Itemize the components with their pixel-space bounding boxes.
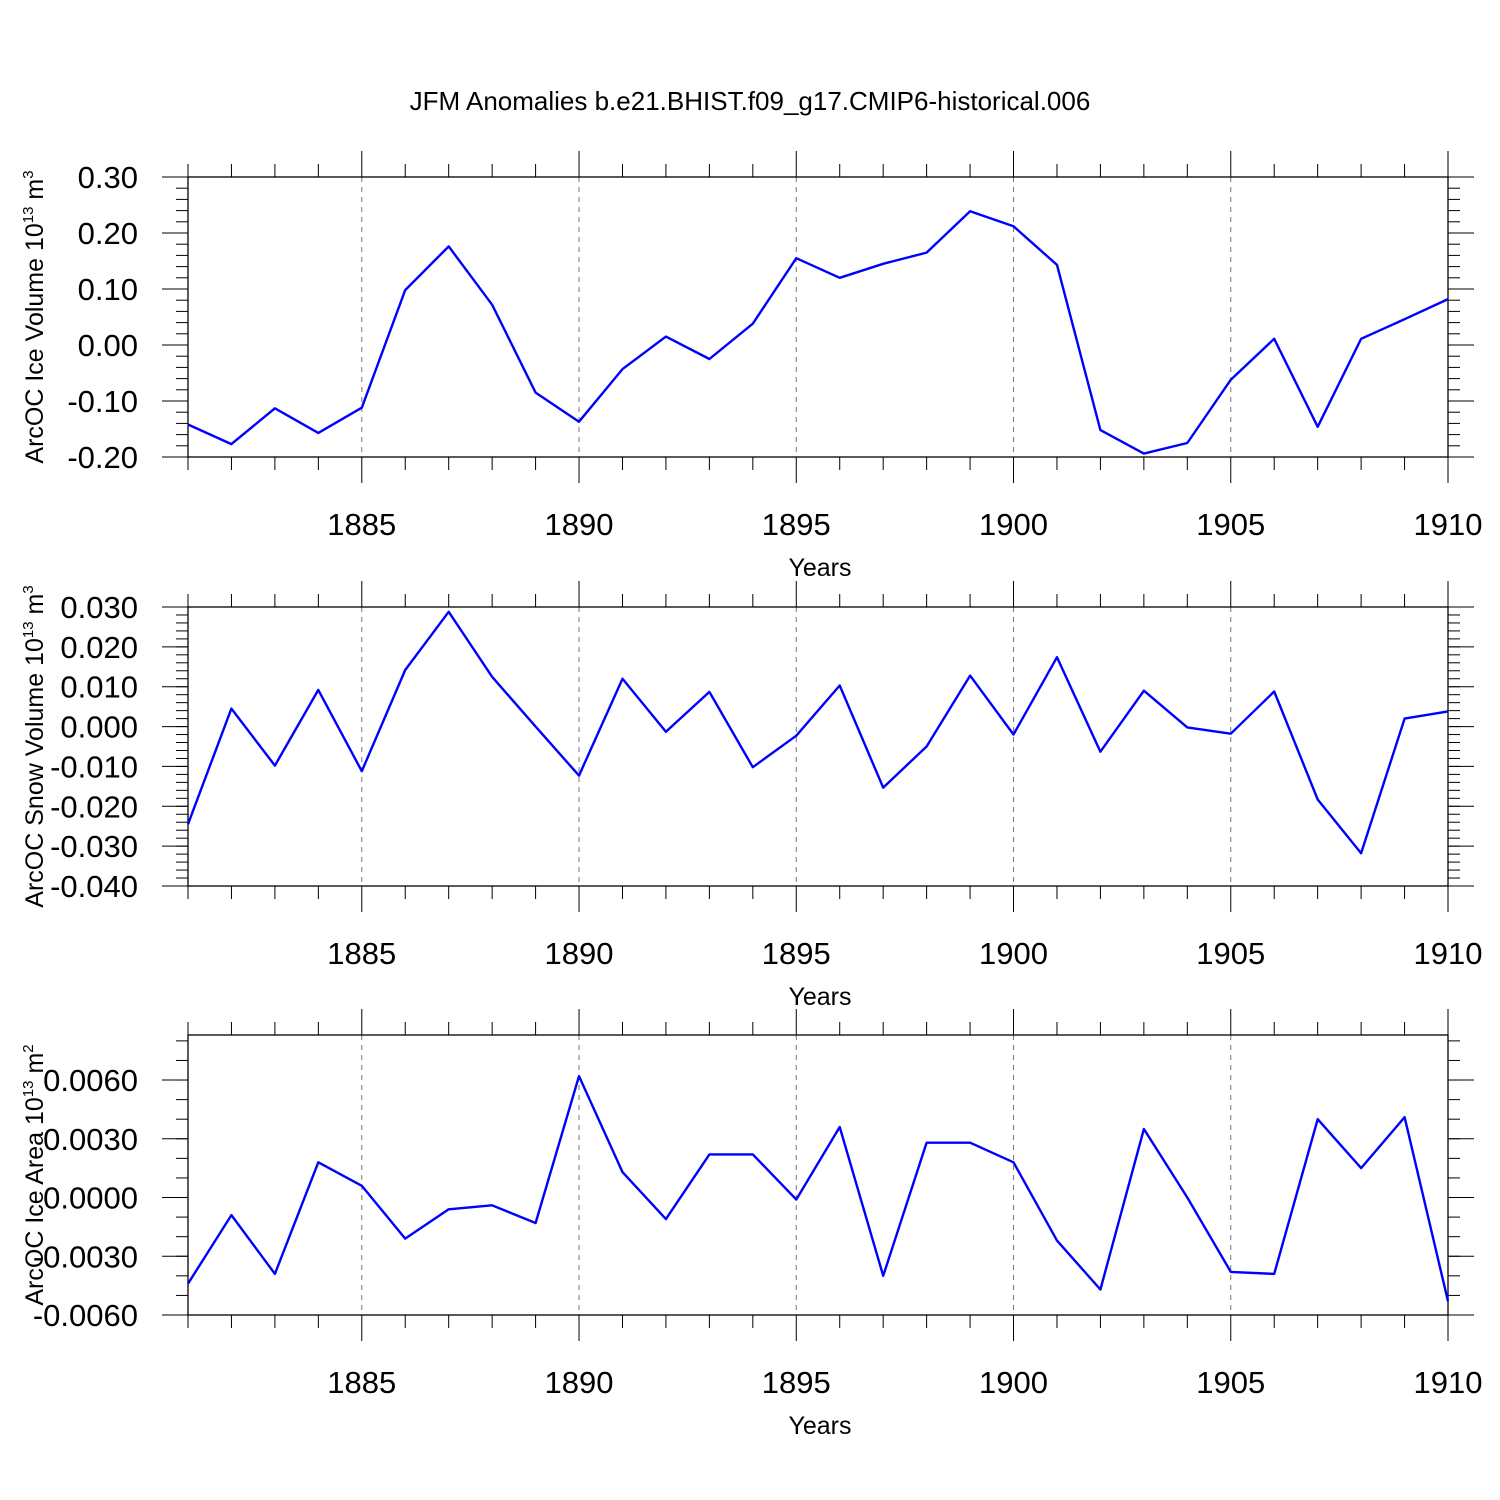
x-axis-title: Years (788, 1412, 851, 1440)
x-tick-label: 1890 (545, 1365, 614, 1400)
x-tick-label: 1900 (979, 936, 1048, 971)
y-axis-title-unit: m (21, 594, 49, 622)
x-tick-label: 1885 (327, 507, 396, 542)
panel-1: 0.30 0.20 0.10 0.00 -0.10 -0.20 1885 1890 1895 19… (20, 151, 1482, 582)
series-line-1 (187, 209, 1449, 455)
y-tick-label: -0.0060 (33, 1298, 138, 1333)
y-axis-title-exponent: 13 (20, 207, 37, 224)
y-tick-label: 0.030 (60, 590, 138, 625)
y-axis-title-unit: m (21, 179, 49, 207)
x-tick-label: 1910 (1414, 1365, 1483, 1400)
y-axis-title-main: ArcOC Ice Volume 10 (21, 223, 49, 463)
plot-frame (187, 606, 1449, 887)
x-tick-label: 1905 (1196, 1365, 1265, 1400)
y-axis-title: ArcOC Snow Volume 1013 m3 (20, 585, 49, 907)
y-tick-label: 0.10 (78, 272, 138, 307)
y-tick-label: -0.020 (50, 789, 138, 824)
y-tick-label: 0.020 (60, 630, 138, 665)
y-tick-label: -0.040 (50, 869, 138, 904)
y-axis-title-exponent: 13 (20, 621, 37, 638)
y-tick-label: 0.0030 (43, 1122, 138, 1157)
x-tick-label: 1895 (762, 507, 831, 542)
figure-title: JFM Anomalies b.e21.BHIST.f09_g17.CMIP6-… (410, 86, 1091, 116)
x-tick-label: 1910 (1414, 936, 1483, 971)
y-axis-title-unit-exponent: 2 (20, 1044, 37, 1052)
x-tick-label: 1900 (979, 507, 1048, 542)
y-tick-label: -0.20 (67, 440, 138, 475)
y-axis-title-unit: m (21, 1053, 49, 1081)
panel-2: 0.030 0.020 0.010 0.000 -0.010 -0.020 -0.030 -0… (20, 581, 1482, 1011)
x-axis-title: Years (788, 983, 851, 1011)
x-tick-label: 1895 (762, 936, 831, 971)
x-axis-title: Years (788, 554, 851, 582)
x-tick-label: 1885 (327, 936, 396, 971)
panels: 0.30 0.20 0.10 0.00 -0.10 -0.20 1885 1890 1895 19… (20, 151, 1482, 1440)
x-tick-label: 1890 (545, 507, 614, 542)
x-tick-label: 1885 (327, 1365, 396, 1400)
y-tick-label: -0.010 (50, 749, 138, 784)
y-axis-title: ArcOC Ice Volume 1013 m3 (20, 170, 49, 463)
y-axis-title: ArcOC Ice Area 1013 m2 (20, 1044, 49, 1305)
y-axis-title-unit-exponent: 3 (20, 585, 37, 593)
plot-frame (187, 1034, 1449, 1316)
plot-frame (187, 176, 1449, 458)
x-tick-label: 1900 (979, 1365, 1048, 1400)
series-line-1 (186, 1074, 1450, 1302)
y-tick-label: 0.010 (60, 670, 138, 705)
y-tick-label: -0.030 (50, 829, 138, 864)
x-tick-label: 1890 (545, 936, 614, 971)
y-axis-title-exponent: 13 (20, 1081, 37, 1098)
x-tick-label: 1895 (762, 1365, 831, 1400)
x-tick-label: 1905 (1196, 936, 1265, 971)
x-tick-label: 1910 (1414, 507, 1483, 542)
y-tick-label: 0.000 (60, 710, 138, 745)
y-tick-label: 0.30 (78, 160, 138, 195)
y-tick-label: 0.00 (78, 328, 138, 363)
series-line-1 (186, 610, 1449, 855)
x-tick-label: 1905 (1196, 507, 1265, 542)
y-tick-label: 0.0000 (43, 1181, 138, 1216)
y-tick-label: -0.10 (67, 384, 138, 419)
y-axis-title-main: ArcOC Ice Area 10 (21, 1097, 49, 1305)
y-tick-label: -0.0030 (33, 1239, 138, 1274)
y-axis-title-unit-exponent: 3 (20, 170, 37, 178)
y-tick-label: 0.0060 (43, 1063, 138, 1098)
y-axis-title-main: ArcOC Snow Volume 10 (21, 638, 49, 908)
y-tick-label: 0.20 (78, 216, 138, 251)
panel-3: 0.0060 0.0030 0.0000 -0.0030 -0.0060 1885 1890… (20, 1009, 1482, 1440)
